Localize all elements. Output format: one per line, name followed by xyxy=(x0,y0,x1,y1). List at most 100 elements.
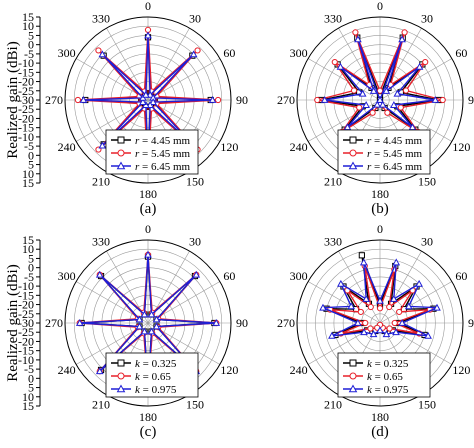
angle-label: 150 xyxy=(418,397,436,411)
radial-tick-label: -30 xyxy=(18,316,34,330)
y-axis-label: Realized gain (dBi) xyxy=(5,41,21,158)
marker-triangle xyxy=(152,315,161,323)
grid-spoke xyxy=(379,281,453,324)
marker-triangle xyxy=(98,50,107,58)
series-3 xyxy=(319,258,441,339)
marker-triangle xyxy=(140,327,149,335)
marker-circle xyxy=(439,96,446,104)
marker-triangle xyxy=(147,327,156,335)
legend-label: k = 0.975 xyxy=(135,384,177,396)
marker-triangle xyxy=(393,89,402,97)
marker-triangle xyxy=(320,95,329,103)
legend: r = 4.45 mmr = 5.45 mmr = 6.45 mm xyxy=(105,129,199,175)
marker-triangle xyxy=(149,98,157,106)
angle-label: 90 xyxy=(236,316,248,330)
angle-label: 60 xyxy=(223,46,235,60)
angle-label: 240 xyxy=(58,140,76,154)
angle-label: 30 xyxy=(189,235,201,249)
marker-triangle xyxy=(362,295,371,302)
angle-label: 330 xyxy=(92,235,110,249)
marker-circle xyxy=(117,372,125,380)
angle-label: 120 xyxy=(220,140,238,154)
svg-text:Realized gain (dBi): Realized gain (dBi) xyxy=(5,264,21,381)
marker-circle xyxy=(386,325,393,332)
marker-circle xyxy=(397,104,404,111)
polar-panel-c: 0306090120150180210240270300330-30-25-25… xyxy=(18,222,248,440)
marker-triangle xyxy=(348,384,358,393)
radial-tick-label: -15 xyxy=(18,121,34,135)
marker-triangle xyxy=(389,295,398,302)
radial-tick-label: 10 xyxy=(22,242,34,256)
marker-circle xyxy=(391,319,398,327)
marker-triangle xyxy=(382,330,391,338)
marker-triangle xyxy=(212,318,221,326)
marker-triangle xyxy=(424,331,432,339)
angle-label: 150 xyxy=(186,397,204,411)
marker-triangle xyxy=(147,310,156,318)
angle-label: 300 xyxy=(290,269,308,283)
angle-label: 240 xyxy=(290,363,308,377)
marker-circle xyxy=(117,149,125,157)
angle-label: 0 xyxy=(145,222,151,236)
panel-caption: (c) xyxy=(140,424,157,440)
marker-circle xyxy=(369,109,376,116)
marker-square xyxy=(349,136,357,144)
marker-triangle xyxy=(360,328,368,336)
outer-ring xyxy=(64,16,232,184)
radial-tick-label: 5 xyxy=(28,28,34,42)
y-axis-label: Realized gain (dBi) xyxy=(5,264,21,381)
radial-tick-label: 5 xyxy=(28,381,34,395)
radial-tick-label: -25 xyxy=(18,325,34,339)
marker-triangle xyxy=(398,35,406,43)
marker-triangle xyxy=(415,279,423,287)
marker-triangle xyxy=(135,322,144,330)
angle-label: 330 xyxy=(324,12,342,26)
legend-label: r = 5.45 mm xyxy=(135,148,191,160)
marker-triangle xyxy=(152,322,161,330)
angle-label: 30 xyxy=(421,235,433,249)
angle-label: 330 xyxy=(92,12,110,26)
angle-label: 120 xyxy=(452,140,470,154)
angle-label: 150 xyxy=(186,174,204,188)
marker-circle xyxy=(396,308,403,316)
radial-axis: -30-25-25-20-20-15-15-10-10-5-5005510101… xyxy=(18,233,41,413)
marker-circle xyxy=(349,149,357,157)
radial-tick-label: 10 xyxy=(22,167,34,181)
marker-triangle xyxy=(358,89,367,97)
legend-label: k = 0.65 xyxy=(135,371,171,383)
angle-label: 240 xyxy=(58,363,76,377)
radial-tick-label: -15 xyxy=(18,65,34,79)
angle-label: 210 xyxy=(92,397,110,411)
marker-circle xyxy=(194,47,201,54)
radial-tick-label: -15 xyxy=(18,344,34,358)
marker-triangle xyxy=(144,250,152,258)
legend-label: r = 6.45 mm xyxy=(367,161,423,173)
marker-triangle xyxy=(116,161,126,170)
angle-label: 210 xyxy=(324,174,342,188)
marker-triangle xyxy=(208,95,217,103)
radial-tick-label: -20 xyxy=(18,298,34,312)
radial-tick-label: 10 xyxy=(22,390,34,404)
radial-tick-label: -25 xyxy=(18,84,34,98)
angle-label: 60 xyxy=(223,269,235,283)
marker-triangle xyxy=(79,95,88,103)
grid-spoke xyxy=(338,250,381,324)
marker-circle xyxy=(362,319,369,327)
marker-triangle xyxy=(431,95,440,103)
radial-tick-label: 0 xyxy=(28,261,34,275)
polar-panel-a: 0306090120150180210240270300330-30-25-25… xyxy=(18,0,248,217)
angle-label: 210 xyxy=(92,174,110,188)
legend-label: k = 0.65 xyxy=(367,371,403,383)
radial-tick-label: 15 xyxy=(22,176,34,190)
angle-label: 330 xyxy=(324,235,342,249)
svg-text:Realized gain (dBi): Realized gain (dBi) xyxy=(5,41,21,158)
radial-tick-label: -15 xyxy=(18,288,34,302)
marker-circle xyxy=(376,305,384,312)
radial-tick-label: 15 xyxy=(22,10,34,24)
marker-triangle xyxy=(347,302,356,310)
marker-circle xyxy=(350,87,358,94)
angle-label: 60 xyxy=(455,46,467,60)
marker-triangle xyxy=(392,328,400,336)
radial-tick-label: 5 xyxy=(28,251,34,265)
